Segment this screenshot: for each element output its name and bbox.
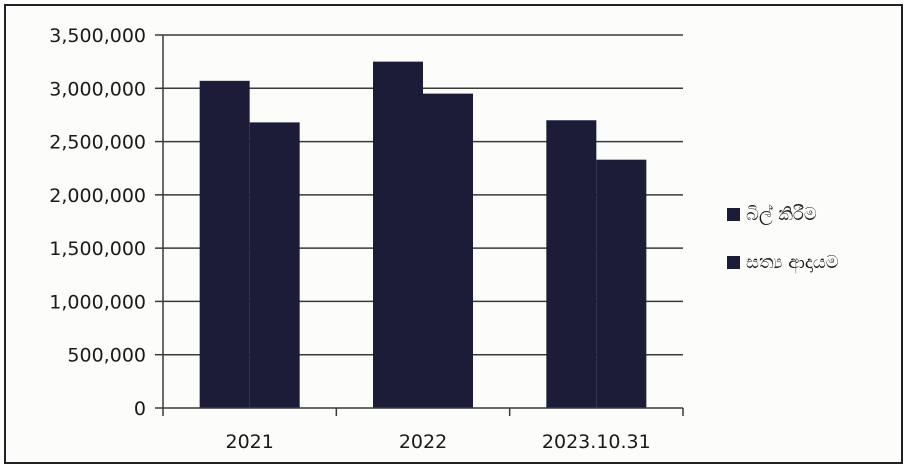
bar [596,159,647,408]
bar [249,122,300,408]
x-tick-label: 2023.10.31 [542,431,651,453]
x-tick-label: 2022 [399,431,447,453]
bars [199,61,647,409]
legend: බිල් කිරීම සත්‍ය ආදායම [727,204,839,274]
bar [423,93,473,408]
y-tick-label: 3,500,000 [49,25,146,47]
axes [155,34,684,416]
y-tick-label: 0 [134,398,146,420]
x-tick-label: 2021 [225,431,273,453]
y-tick-label: 1,000,000 [49,291,146,313]
y-tick-label: 3,000,000 [49,78,146,100]
y-tick-label: 2,500,000 [49,132,146,154]
bar [546,120,597,408]
bar [199,80,250,408]
tick-labels: 0 500,000 1,000,000 1,500,000 2,000,000 2,500… [49,25,650,453]
y-tick-label: 500,000 [67,345,146,367]
y-tick-label: 1,500,000 [49,238,146,260]
legend-swatch [727,256,740,269]
legend-label: බිල් කිරීම [746,204,817,225]
y-tick-label: 2,000,000 [49,185,146,207]
legend-swatch [727,208,740,221]
legend-label: සත්‍ය ආදායම [746,252,839,274]
bar [373,61,423,409]
